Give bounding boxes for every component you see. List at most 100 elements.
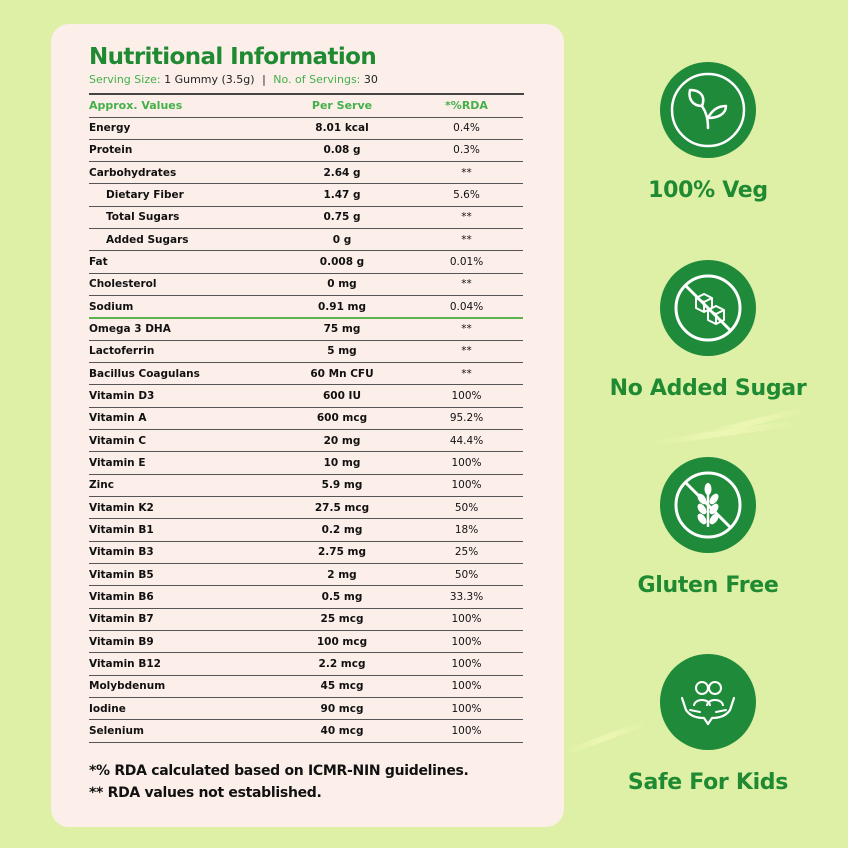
leaf-icon — [670, 72, 746, 148]
table-row: Molybdenum 45 mcg 100% — [89, 675, 523, 699]
nutrient-rda: 100% — [410, 697, 523, 721]
table-row: Vitamin K2 27.5 mcg 50% — [89, 496, 523, 520]
nutrient-rda: 100% — [410, 630, 523, 654]
table-row: Dietary Fiber 1.47 g 5.6% — [89, 183, 523, 207]
nutrient-rda: 100% — [410, 608, 523, 632]
nutrient-rda: 0.01% — [410, 250, 523, 274]
nutrient-name: Selenium — [89, 719, 274, 743]
table-row: Vitamin B5 2 mg 50% — [89, 563, 523, 587]
kids-in-hands-icon — [680, 681, 736, 726]
nutrient-rda: 44.4% — [410, 429, 523, 453]
nutrient-name: Dietary Fiber — [89, 183, 274, 207]
decorative-streak — [650, 419, 800, 447]
table-row: Vitamin B3 2.75 mg 25% — [89, 541, 523, 565]
nutrition-title: Nutritional Information — [89, 44, 377, 70]
feature-label: Gluten Free — [637, 573, 779, 598]
nutrient-rda: 100% — [410, 719, 523, 743]
header-per-serve: Per Serve — [274, 95, 410, 118]
table-row: Energy 8.01 kcal 0.4% — [89, 117, 523, 140]
nutrient-name: Vitamin B1 — [89, 518, 274, 542]
nutrient-name: Vitamin D3 — [89, 384, 274, 408]
nutrient-amount: 27.5 mcg — [274, 496, 410, 520]
nutrient-rda: ** — [410, 362, 523, 386]
no-wheat-icon — [674, 471, 742, 539]
footnotes: *% RDA calculated based on ICMR-NIN guid… — [89, 760, 524, 804]
nutrient-name: Sodium — [89, 295, 274, 319]
serving-size-label: Serving Size: — [89, 73, 161, 86]
nutrient-amount: 8.01 kcal — [274, 117, 410, 140]
nutrient-rda: 100% — [410, 652, 523, 676]
table-row: Vitamin B7 25 mcg 100% — [89, 608, 523, 632]
nutrient-rda: 95.2% — [410, 407, 523, 431]
nutrient-rda: 0.3% — [410, 139, 523, 163]
nutrient-name: Vitamin B12 — [89, 652, 274, 676]
nutrient-name: Vitamin C — [89, 429, 274, 453]
nutrient-name: Vitamin B5 — [89, 563, 274, 587]
servings-count-value: 30 — [363, 73, 378, 86]
table-row: Selenium 40 mcg 100% — [89, 719, 523, 743]
table-row: Vitamin B1 0.2 mg 18% — [89, 518, 523, 542]
no-sugar-cubes-icon — [674, 274, 742, 342]
nutrient-rda: 0.04% — [410, 295, 523, 319]
nutrient-rda: ** — [410, 273, 523, 297]
nutrient-name: Zinc — [89, 474, 274, 498]
table-row: Vitamin B9 100 mcg 100% — [89, 630, 523, 654]
nutrient-name: Vitamin A — [89, 407, 274, 431]
table-row: Carbohydrates 2.64 g ** — [89, 161, 523, 185]
nutrient-amount: 40 mcg — [274, 719, 410, 743]
nutrient-amount: 1.47 g — [274, 183, 410, 207]
nutrient-name: Protein — [89, 139, 274, 163]
nutrient-amount: 2.64 g — [274, 161, 410, 185]
serving-info: Serving Size: 1 Gummy (3.5g) | No. of Se… — [89, 73, 524, 86]
nutrient-rda: 50% — [410, 496, 523, 520]
nutrient-amount: 5 mg — [274, 340, 410, 364]
feature-label: 100% Veg — [648, 178, 768, 203]
nutrient-rda: 50% — [410, 563, 523, 587]
table-row: Lactoferrin 5 mg ** — [89, 340, 523, 364]
nutrient-amount: 2.2 mcg — [274, 652, 410, 676]
table-row: Iodine 90 mcg 100% — [89, 697, 523, 721]
servings-count-label: No. of Servings: — [273, 73, 361, 86]
table-row: Vitamin C 20 mg 44.4% — [89, 429, 523, 453]
table-row: Vitamin A 600 mcg 95.2% — [89, 407, 523, 431]
nutrient-name: Lactoferrin — [89, 340, 274, 364]
veg-badge — [660, 62, 756, 158]
nutrient-name: Bacillus Coagulans — [89, 362, 274, 386]
table-row: Omega 3 DHA 75 mg ** — [89, 317, 523, 341]
nutrient-amount: 20 mg — [274, 429, 410, 453]
table-row: Vitamin B12 2.2 mcg 100% — [89, 652, 523, 676]
nutrient-name: Cholesterol — [89, 273, 274, 297]
nutrient-amount: 0.75 g — [274, 206, 410, 230]
feature-label: Safe For Kids — [627, 770, 789, 795]
header-rda: *%RDA — [410, 95, 523, 118]
nutrient-rda: ** — [410, 228, 523, 252]
table-row: Sodium 0.91 mg 0.04% — [89, 295, 523, 319]
nutrient-rda: 25% — [410, 541, 523, 565]
serving-size-value: 1 Gummy (3.5g) — [164, 73, 255, 86]
gluten-free-badge — [660, 457, 756, 553]
nutrient-rda: 18% — [410, 518, 523, 542]
table-row: Cholesterol 0 mg ** — [89, 273, 523, 297]
table-row: Zinc 5.9 mg 100% — [89, 474, 523, 498]
nutrient-amount: 0.008 g — [274, 250, 410, 274]
nutrient-name: Vitamin B6 — [89, 585, 274, 609]
nutrient-name: Vitamin K2 — [89, 496, 274, 520]
nutrient-amount: 600 IU — [274, 384, 410, 408]
serving-separator: | — [262, 73, 266, 86]
nutrient-amount: 600 mcg — [274, 407, 410, 431]
feature-gluten-free: Gluten Free — [588, 457, 828, 598]
nutrient-rda: 33.3% — [410, 585, 523, 609]
nutrient-amount: 100 mcg — [274, 630, 410, 654]
nutrient-name: Omega 3 DHA — [89, 317, 274, 341]
safe-for-kids-badge — [660, 654, 756, 750]
no-sugar-badge — [660, 260, 756, 356]
nutrient-amount: 90 mcg — [274, 697, 410, 721]
nutrient-name: Iodine — [89, 697, 274, 721]
table-header-row: Approx. Values Per Serve *%RDA — [89, 95, 523, 118]
nutrient-name: Vitamin B9 — [89, 630, 274, 654]
nutrient-rda: 5.6% — [410, 183, 523, 207]
nutrient-name: Fat — [89, 250, 274, 274]
nutrient-rda: 100% — [410, 451, 523, 475]
nutrient-rda: ** — [410, 161, 523, 185]
nutrient-name: Vitamin B3 — [89, 541, 274, 565]
